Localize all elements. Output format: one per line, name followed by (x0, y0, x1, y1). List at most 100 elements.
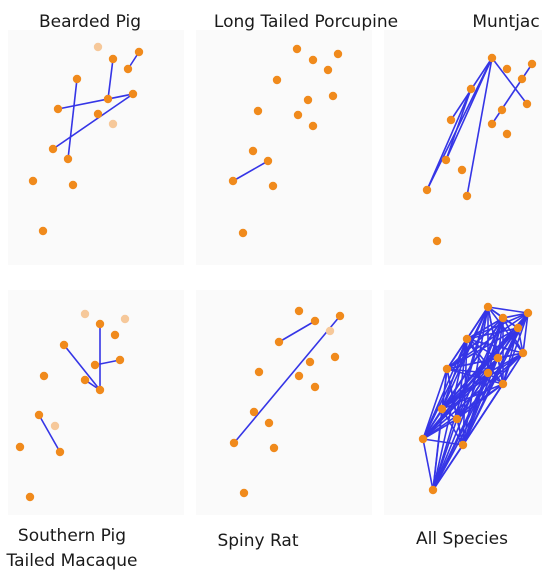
node (418, 434, 428, 444)
edge (422, 368, 448, 440)
edge (446, 338, 468, 370)
node (115, 355, 125, 365)
node (502, 129, 512, 139)
network-spiny-rat (229, 306, 345, 498)
panel-background (8, 290, 184, 515)
node (517, 74, 527, 84)
node (294, 306, 304, 316)
edge (446, 357, 499, 370)
edge (422, 372, 489, 440)
node (274, 337, 284, 347)
edge (432, 408, 443, 491)
node (108, 54, 118, 64)
edge (445, 57, 493, 161)
edge (466, 327, 519, 340)
node (59, 340, 69, 350)
edge (422, 408, 443, 440)
node (452, 414, 462, 424)
node (248, 146, 258, 156)
edge (422, 418, 458, 440)
edge (441, 338, 468, 410)
edge (441, 383, 504, 410)
node (34, 410, 44, 420)
edge (502, 312, 529, 385)
edge (432, 418, 458, 491)
node (80, 375, 90, 385)
edge (456, 338, 468, 420)
node (25, 492, 35, 502)
node (498, 313, 508, 323)
node (93, 109, 103, 119)
edge (52, 93, 134, 150)
network-long-tailed-porcupine (228, 44, 343, 238)
node (522, 99, 532, 109)
edge (233, 315, 341, 444)
panel-title-all-species: All Species (416, 529, 508, 549)
edge (487, 306, 529, 314)
edge (502, 312, 529, 319)
edge (432, 444, 464, 491)
node (50, 421, 60, 431)
edge (446, 368, 504, 385)
edge (232, 160, 269, 182)
node (253, 106, 263, 116)
edge (466, 57, 493, 197)
panel-title-spiny-rat: Spiny Rat (217, 531, 298, 551)
edge (497, 357, 504, 385)
node (93, 42, 103, 52)
node (55, 447, 65, 457)
node (38, 226, 48, 236)
panel-title-muntjac: Muntjac (472, 12, 539, 32)
node (518, 348, 528, 358)
edge (466, 338, 499, 359)
edge (57, 93, 134, 110)
node (28, 176, 38, 186)
node (328, 91, 338, 101)
node (15, 442, 25, 452)
node (263, 156, 273, 166)
panel-background (196, 290, 372, 515)
edge (466, 317, 504, 340)
node (110, 330, 120, 340)
node (487, 53, 497, 63)
panel-title-southern-pig-line1: Southern Pig (18, 526, 126, 546)
node (462, 334, 472, 344)
panel-title-southern-pig-line2: Tailed Macaque (6, 551, 138, 571)
edge (38, 414, 61, 453)
node (437, 404, 447, 414)
node (120, 314, 130, 324)
edge (441, 408, 464, 446)
edge (422, 383, 504, 440)
panel-background (384, 30, 542, 265)
node (428, 485, 438, 495)
node (441, 155, 451, 165)
node (483, 302, 493, 312)
node (513, 323, 523, 333)
node (294, 371, 304, 381)
edge (426, 88, 472, 191)
node (333, 49, 343, 59)
edge (446, 368, 489, 374)
node (228, 176, 238, 186)
node (254, 367, 264, 377)
edge (517, 327, 524, 354)
node (238, 228, 248, 238)
node (466, 84, 476, 94)
panel-title-long-tailed-porcupine: Long Tailed Porcupine (214, 12, 398, 32)
node (498, 379, 508, 389)
node (523, 308, 533, 318)
edge (67, 78, 78, 160)
node (72, 74, 82, 84)
edge (422, 438, 434, 491)
edge (445, 88, 472, 161)
node (446, 115, 456, 125)
node (272, 75, 282, 85)
node (63, 154, 73, 164)
node (305, 357, 315, 367)
network-all-species (418, 302, 533, 495)
node (442, 364, 452, 374)
network-southern-pig-tailed-macaque (15, 309, 130, 502)
node (108, 119, 118, 129)
node (422, 185, 432, 195)
network-muntjac (422, 53, 537, 246)
